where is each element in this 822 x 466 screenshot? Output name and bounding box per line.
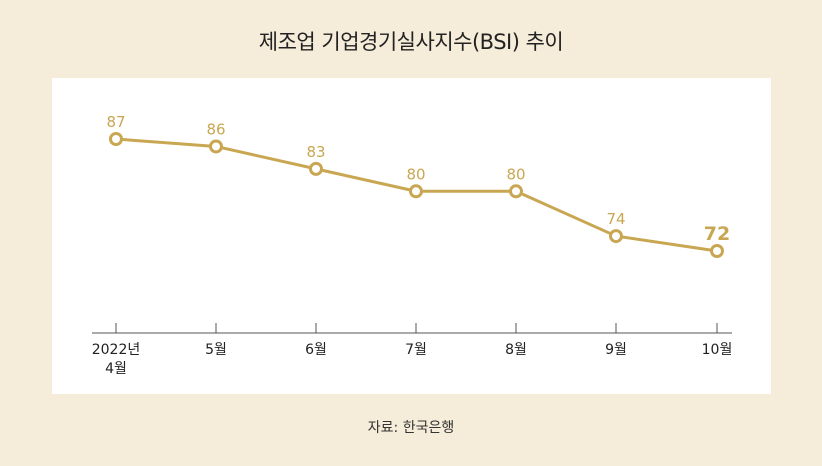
x-tick-label: 2022년 [92,342,141,358]
data-label: 86 [206,120,225,138]
x-tick-label: 6월 [305,342,327,358]
x-tick-label: 10월 [702,342,733,358]
data-point [710,244,724,258]
source-note: 자료: 한국은행 [367,420,455,436]
x-tick-label: 8월 [505,342,527,358]
data-point [309,161,323,176]
data-point [409,184,423,199]
data-point [609,229,623,244]
x-tick-label: 4월 [105,361,127,377]
data-label: 87 [106,113,125,131]
x-tick-label: 9월 [605,342,627,358]
data-point [109,132,123,146]
x-tick-label: 7월 [405,342,427,358]
data-label: 74 [606,210,625,228]
chart-title: 제조업 기업경기실사지수(BSI) 추이 [258,30,564,54]
data-label: 80 [406,165,425,183]
data-label: 80 [506,165,525,183]
chart-panel [52,78,771,394]
x-tick-label: 5월 [205,342,227,358]
data-point [509,184,523,199]
data-point [209,139,223,154]
data-label: 72 [704,223,730,245]
data-label: 83 [306,143,325,161]
